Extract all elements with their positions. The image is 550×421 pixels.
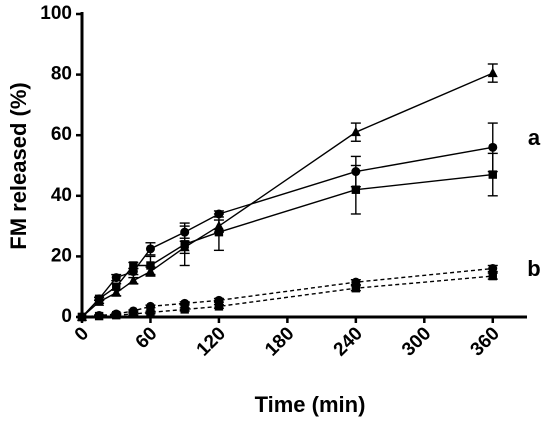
square-marker — [180, 240, 189, 249]
y-tick-label: 80 — [51, 64, 72, 85]
x-tick-label: 240 — [330, 323, 367, 360]
y-tick-label: 40 — [51, 185, 72, 206]
triangle-marker — [128, 275, 139, 285]
square-marker — [214, 227, 224, 237]
x-tick-label: 300 — [398, 323, 435, 360]
square-marker — [180, 305, 189, 314]
x-tick-label: 0 — [71, 323, 93, 345]
series-5 — [77, 271, 498, 322]
x-axis-title: Time (min) — [255, 392, 366, 417]
series-line — [81, 146, 493, 318]
square-marker — [129, 309, 138, 319]
square-marker — [488, 271, 497, 281]
series-3 — [77, 152, 498, 322]
series-2 — [77, 122, 498, 322]
square-marker — [214, 302, 224, 311]
annotation-a: a — [528, 125, 541, 150]
square-marker — [112, 282, 121, 291]
x-tick-label: 60 — [132, 323, 162, 353]
square-marker — [146, 308, 155, 317]
square-marker — [94, 294, 104, 304]
circle-marker — [488, 264, 498, 274]
y-tick-label: 0 — [61, 306, 72, 327]
axes — [80, 12, 527, 319]
annotation-b: b — [527, 256, 540, 281]
square-marker — [94, 311, 104, 321]
x-tick-label: 180 — [261, 323, 298, 360]
series-line — [81, 275, 493, 318]
x-tick-label: 120 — [193, 323, 230, 360]
y-tick-label: 100 — [40, 3, 72, 24]
triangle-marker — [487, 67, 498, 78]
square-marker — [112, 310, 121, 320]
square-marker — [129, 261, 138, 270]
square-marker — [146, 261, 155, 270]
y-axis-title: FM released (%) — [6, 82, 31, 250]
y-tick-label: 60 — [51, 124, 72, 145]
circle-marker — [111, 273, 121, 283]
square-marker — [77, 312, 87, 322]
series-line — [81, 267, 493, 318]
triangle-marker — [111, 287, 122, 297]
square-marker — [351, 185, 361, 194]
series-layer — [77, 63, 498, 322]
y-tick-label: 20 — [51, 245, 72, 266]
square-marker — [351, 284, 361, 293]
square-marker — [488, 170, 497, 179]
circle-marker — [488, 142, 498, 152]
x-tick-label: 360 — [467, 323, 504, 360]
series-line — [81, 72, 494, 318]
circle-marker — [145, 244, 155, 254]
series-line — [81, 173, 493, 318]
triangle-marker — [350, 126, 361, 137]
